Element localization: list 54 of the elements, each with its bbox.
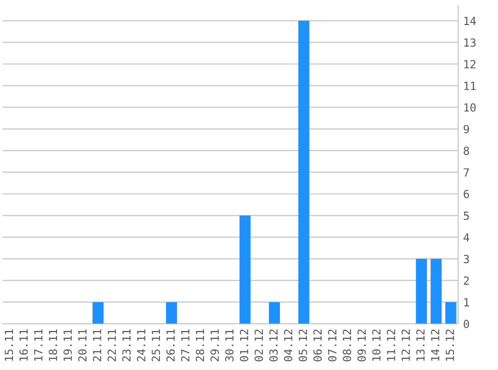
bar [166, 302, 178, 324]
x-tick-label: 23.11 [122, 329, 131, 362]
x-tick-label: 07.12 [328, 330, 336, 362]
x-tick-label: 26.11 [166, 329, 175, 362]
x-tick-label: 15.11 [4, 329, 14, 361]
x-tick-label: 03.12 [269, 330, 278, 362]
x-tick-label: 15.12 [446, 330, 454, 361]
bar [240, 216, 251, 324]
y-tick-label: 9 [464, 124, 469, 134]
bar [298, 20, 310, 324]
bar [430, 258, 442, 324]
x-tick-label: 29.11 [210, 329, 219, 362]
y-tick-label: 1 [464, 298, 469, 306]
x-tick-label: 10.12 [372, 330, 381, 361]
x-tick-label: 24.11 [136, 329, 146, 362]
x-tick-label: 05.12 [298, 330, 308, 362]
y-tick-label: 2 [464, 276, 469, 285]
bar [92, 302, 104, 324]
x-tick-label: 08.12 [342, 330, 352, 362]
y-tick-label: 5 [464, 212, 469, 220]
x-tick-label: 02.12 [254, 330, 263, 362]
y-tick-label: 7 [464, 168, 469, 176]
bar [416, 258, 427, 324]
x-tick-label: 28.11 [196, 329, 204, 362]
x-tick-label: 16.11 [19, 329, 28, 361]
y-tick-label: 6 [464, 190, 469, 198]
y-tick-label: 12 [464, 60, 476, 68]
y-tick-label: 11 [464, 82, 476, 90]
x-tick-label: 19.11 [63, 329, 72, 361]
bar [445, 302, 456, 324]
x-tick-label: 22.11 [108, 329, 116, 362]
bar [268, 302, 280, 324]
x-tick-label: 09.12 [357, 330, 366, 362]
x-tick-label: 18.11 [48, 329, 58, 361]
x-tick-label: 04.12 [284, 330, 292, 362]
x-tick-label: 25.11 [152, 329, 160, 362]
y-tick-label: 8 [464, 146, 469, 155]
y-tick-label: 10 [464, 103, 476, 112]
x-tick-label: 11.12 [386, 330, 396, 361]
x-tick-label: 12.12 [402, 330, 410, 361]
x-tick-label: 17.11 [34, 329, 42, 361]
x-tick-label: 27.11 [181, 329, 190, 362]
y-tick-label: 4 [464, 233, 470, 242]
y-tick-label: 13 [464, 38, 476, 47]
y-tick-label: 0 [464, 320, 469, 328]
x-tick-label: 06.12 [313, 330, 322, 362]
x-tick-label: 14.12 [430, 330, 440, 361]
x-tick-label: 20.11 [78, 329, 87, 362]
x-tick-label: 21.11 [92, 329, 102, 362]
x-tick-label: 13.12 [416, 330, 425, 361]
y-tick-label: 3 [464, 254, 469, 264]
y-tick-label: 14 [464, 16, 476, 25]
x-tick-label: 01.12 [240, 330, 248, 362]
x-tick-label: 30.11 [225, 329, 234, 362]
